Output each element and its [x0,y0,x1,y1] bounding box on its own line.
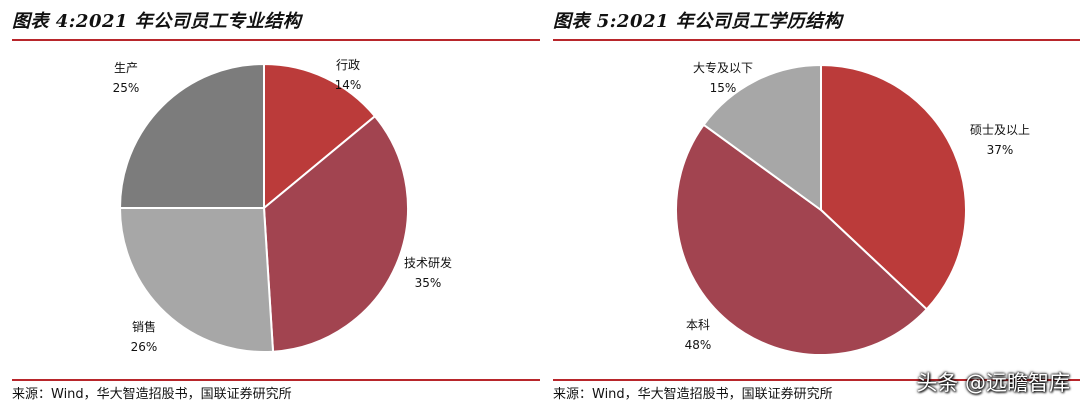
pie-slice-3 [118,62,265,209]
slice-value-label: 25% [113,81,140,95]
slice-category-label: 硕士及以上 [970,123,1030,137]
slice-value-label: 15% [710,81,737,95]
slice-value-label: 14% [335,78,362,92]
slice-value-label: 26% [131,340,158,354]
pie-slice-2 [118,207,275,354]
source-note: 来源：Wind，华大智造招股书，国联证券研究所 [12,387,292,402]
watermark-text: 头条 @远瞻智库 [916,371,1070,395]
title-rule [12,39,540,41]
slice-category-label: 大专及以下 [693,60,753,75]
slice-category-label: 技术研发 [404,255,452,270]
pie-chart-professional: 行政 14% 技术研发 35% 销售 26% 生产 25% [113,58,452,354]
pie-slice-0 [820,63,967,311]
slice-category-label: 本科 [686,318,710,332]
pie-slice-1 [674,123,929,357]
pie-slice-1 [262,114,409,353]
title-rule [553,39,1080,41]
source-rule [12,379,540,381]
slice-category-label: 生产 [114,61,138,75]
source-rule [553,379,1080,381]
pie-chart-education: 硕士及以上 37% 本科 48% 大专及以下 15% [674,60,1030,357]
slice-value-label: 48% [685,338,712,352]
chart-title: 图表 5:2021 年公司员工学历结构 [553,11,843,32]
slice-category-label: 销售 [132,319,156,334]
chart-title: 图表 4:2021 年公司员工专业结构 [12,11,302,32]
slice-category-label: 行政 [336,58,360,72]
pie-slice-0 [263,62,377,211]
chart-panel-professional: 图表 4:2021 年公司员工专业结构 行政 14% 技术研发 35% 销售 26% 生产 2… [12,0,540,403]
source-note: 来源：Wind，华大智造招股书，国联证券研究所 [553,387,833,402]
pie-slice-2 [702,63,822,212]
chart-panel-education: 图表 5:2021 年公司员工学历结构 硕士及以上 37% 本科 48% 大专及以下 15… [553,0,1080,403]
slice-value-label: 35% [415,276,442,290]
slice-value-label: 37% [987,143,1014,157]
